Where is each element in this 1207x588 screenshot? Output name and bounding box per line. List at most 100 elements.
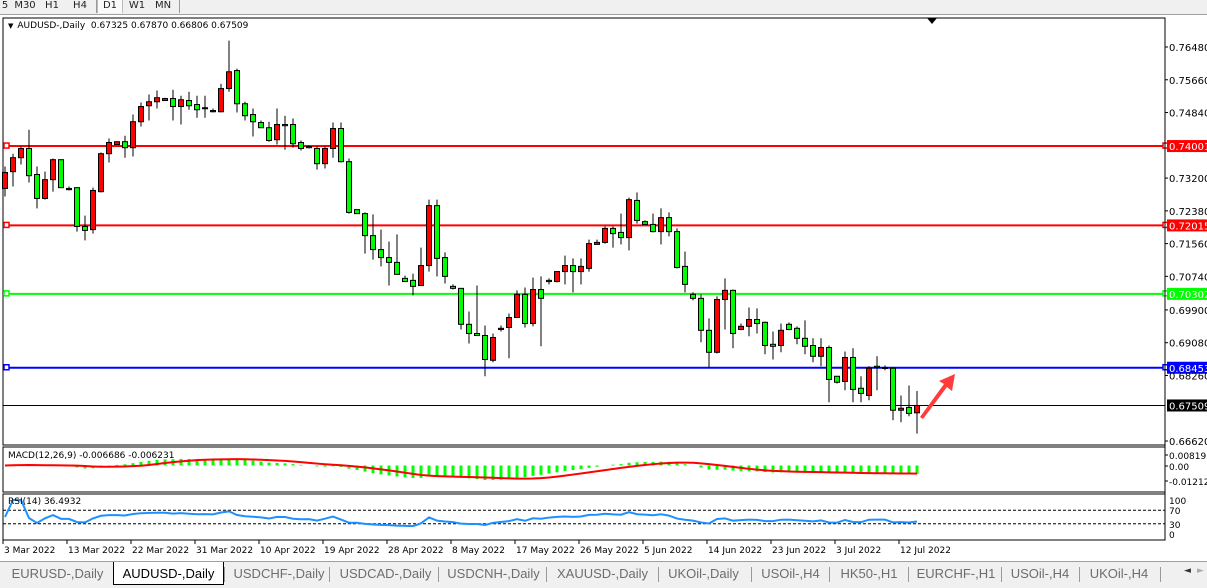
scroll-right-icon[interactable]: ► (1197, 566, 1204, 576)
candle-body (234, 70, 240, 105)
candle-body (522, 293, 528, 325)
candle-body (658, 217, 664, 233)
candle-body (378, 249, 384, 259)
candle-body (106, 142, 112, 155)
macd-tick-label: 0.008197 (1169, 452, 1207, 462)
candle-body (162, 98, 168, 102)
candle-body (282, 124, 288, 127)
candle-body (258, 122, 264, 129)
candle-body (34, 173, 40, 199)
candle-body (746, 319, 752, 327)
timeframe-toolbar: 5 M30 H1 H4 D1 W1 MN (0, 0, 1207, 15)
price-tick-label: 0.69900 (1169, 306, 1207, 317)
candle-body (98, 153, 104, 193)
candle-body (306, 145, 312, 149)
candle-body (618, 231, 624, 239)
tab-separator (1079, 567, 1080, 582)
candle-body (858, 387, 864, 394)
candle-body (402, 277, 408, 283)
chart-tab[interactable]: UKOil-,H4 (1089, 566, 1149, 581)
rsi-line (4, 499, 918, 528)
scroll-left-icon[interactable]: ◄ (1184, 566, 1191, 576)
date-tick-label: 5 Jun 2022 (644, 546, 692, 556)
price-tick-label: 0.74840 (1169, 109, 1207, 120)
date-tick-label: 22 Mar 2022 (132, 546, 189, 556)
tab-separator (224, 567, 225, 582)
level-price-tag (1167, 287, 1207, 300)
candle-body (90, 189, 96, 231)
chart-tab[interactable]: USOil-,H4 (761, 566, 820, 581)
candle-body (786, 323, 792, 331)
candle-body (506, 317, 512, 329)
date-tick-label: 19 Apr 2022 (324, 546, 380, 556)
tab-separator (751, 567, 752, 582)
candle-body (250, 114, 256, 123)
candle-body (298, 142, 304, 149)
level-price-tag (1167, 219, 1207, 232)
candle-body (58, 159, 64, 189)
level-anchor-handle (3, 221, 10, 229)
candle-body (178, 99, 184, 108)
tab-separator (658, 567, 659, 582)
timeframe-m5-button[interactable]: 5 (1, 0, 9, 11)
timeframe-mn-button[interactable]: MN (154, 0, 172, 11)
chart-tabs: EURUSD-,Daily AUDUSD-,Daily USDCHF-,Daily U… (0, 561, 1207, 588)
candle-body (146, 101, 152, 107)
candle-body (530, 289, 536, 325)
chart-tab[interactable]: USOil-,H4 (1010, 566, 1070, 581)
candle-body (834, 375, 840, 383)
macd-tick-label: -0.01212 (1169, 478, 1207, 488)
tab-separator (908, 567, 909, 582)
tab-separator (546, 567, 547, 582)
level-price-label: 0.68453 (1169, 364, 1207, 375)
timeframe-m30-button[interactable]: M30 (14, 0, 36, 11)
rsi-tick-label: 0 (1169, 531, 1175, 541)
chart-title: ▼ AUDUSD-,Daily 0.67325 0.67870 0.66806 0… (8, 21, 248, 31)
chart-tab[interactable]: AUDUSD-,Daily (113, 562, 224, 585)
date-tick-label: 26 May 2022 (580, 546, 639, 556)
candle-body (10, 157, 16, 173)
candle-body (370, 235, 376, 251)
candle-body (434, 205, 440, 259)
current-price-label: 0.67509 (1169, 401, 1207, 412)
candle-body (674, 231, 680, 269)
candle-body (2, 171, 8, 189)
chart-tab[interactable]: USDCHF-,Daily (233, 566, 325, 581)
rsi-tick-label: 100 (1169, 497, 1186, 507)
date-tick-label: 13 Mar 2022 (68, 546, 125, 556)
chart-tab[interactable]: USDCAD-,Daily (339, 566, 432, 581)
price-tick-label: 0.69080 (1169, 339, 1207, 350)
timeframe-d1-button[interactable]: D1 (97, 0, 123, 13)
candle-body (386, 257, 392, 263)
date-tick-label: 31 Mar 2022 (196, 546, 253, 556)
timeframe-w1-button[interactable]: W1 (128, 0, 146, 11)
chart-tab[interactable]: XAUUSD-,Daily (556, 566, 648, 581)
candle-body (490, 337, 496, 361)
candle-body (794, 327, 800, 339)
chart-tab[interactable]: UKOil-,Daily (668, 566, 739, 581)
timeframe-h1-button[interactable]: H1 (45, 0, 59, 11)
level-anchor-handle (3, 364, 10, 371)
candle-body (114, 141, 120, 146)
candle-body (722, 289, 728, 301)
candle-body (866, 367, 872, 396)
date-tick-label: 3 Mar 2022 (4, 546, 55, 556)
chart-tab[interactable]: HK50-,H1 (840, 566, 898, 581)
dropdown-triangle-icon[interactable]: ▼ (8, 22, 14, 30)
price-tick-label: 0.66620 (1169, 437, 1207, 448)
candle-body (194, 104, 200, 111)
candle-body (170, 98, 176, 108)
chart-tab[interactable]: USDCNH-,Daily (447, 566, 540, 581)
price-tick-label: 0.75660 (1169, 76, 1207, 87)
price-chart[interactable]: 0.74001 0.72015 0.70302 0.68453 0.67509 0.764… (0, 14, 1207, 561)
candle-body (482, 335, 488, 360)
candle-body (426, 205, 432, 267)
chart-tab[interactable]: EURUSD-,Daily (11, 566, 104, 581)
candle-body (514, 293, 520, 319)
candle-body (130, 121, 136, 149)
chart-tab[interactable]: EURCHF-,H1 (916, 566, 996, 581)
candle-body (682, 265, 688, 285)
candle-body (914, 404, 920, 414)
level-price-label: 0.70302 (1169, 290, 1207, 301)
timeframe-h4-button[interactable]: H4 (73, 0, 87, 11)
